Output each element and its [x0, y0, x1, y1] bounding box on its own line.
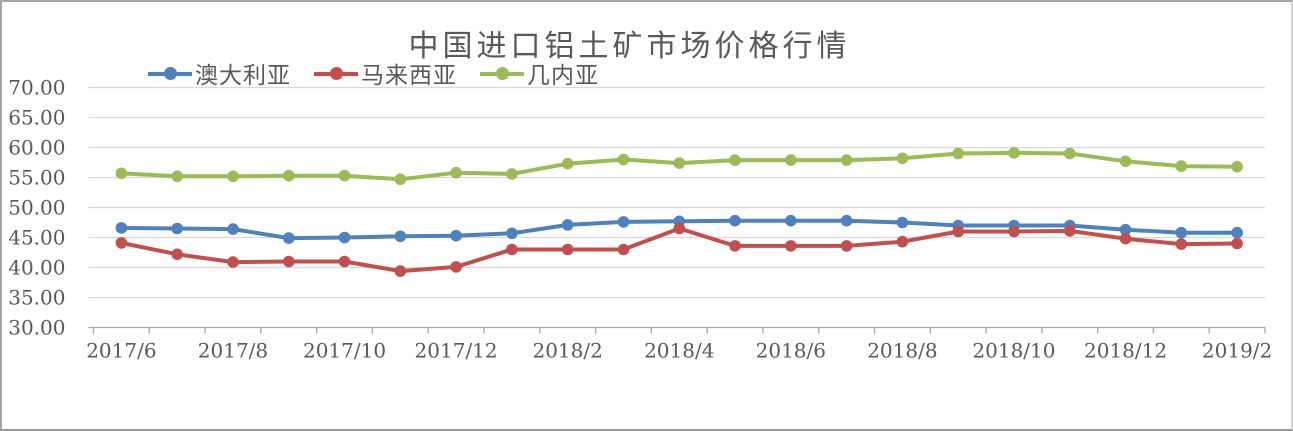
data-point-marker: [283, 169, 295, 182]
y-tick-label: 55.00: [8, 166, 65, 190]
data-point-marker: [561, 157, 574, 170]
legend: 澳大利亚 马来西亚 几内亚: [148, 56, 599, 90]
data-point-marker: [1064, 225, 1076, 237]
data-point-marker: [561, 243, 574, 256]
data-point-marker: [952, 225, 964, 238]
data-point-marker: [227, 256, 239, 268]
data-point-marker: [1119, 232, 1132, 245]
x-tick-label: 2017/8: [198, 339, 268, 363]
data-point-marker: [1119, 155, 1132, 168]
x-tick-label: 2017/10: [303, 339, 386, 363]
data-point-marker: [115, 167, 128, 180]
data-point-marker: [785, 154, 797, 166]
data-point-marker: [1175, 238, 1188, 250]
data-point-marker: [561, 219, 574, 231]
y-tick-label: 50.00: [8, 196, 65, 220]
data-point-marker: [673, 222, 686, 235]
data-point-marker: [729, 154, 741, 166]
data-point-marker: [506, 168, 518, 180]
data-point-marker: [171, 170, 183, 183]
chart-title: 中国进口铝土矿市场价格行情: [408, 30, 851, 63]
data-point-marker: [1175, 160, 1188, 172]
legend-item-guinea: 几内亚: [480, 56, 599, 90]
y-tick-label: 65.00: [8, 106, 65, 130]
data-point-marker: [171, 222, 183, 235]
data-point-marker: [394, 230, 407, 243]
legend-item-malaysia: 马来西亚: [314, 56, 457, 90]
data-point-marker: [729, 240, 741, 252]
data-point-marker: [896, 152, 909, 165]
data-point-marker: [450, 261, 462, 273]
data-point-marker: [729, 214, 741, 227]
x-tick-label: 2018/10: [972, 339, 1055, 363]
legend-item-australia: 澳大利亚: [148, 56, 291, 90]
data-point-marker: [338, 169, 351, 182]
data-point-marker: [1231, 160, 1243, 173]
line-marker-icon: [314, 66, 358, 80]
data-point-marker: [227, 170, 239, 183]
data-point-marker: [617, 243, 630, 256]
x-tick-label: 2017/6: [86, 339, 156, 363]
data-point-marker: [673, 157, 686, 169]
x-tick-label: 2018/6: [756, 339, 826, 363]
data-point-marker: [840, 240, 853, 252]
data-point-marker: [1175, 226, 1188, 239]
legend-label: 马来西亚: [361, 62, 457, 88]
data-point-marker: [450, 166, 462, 179]
x-tick-label: 2018/2: [532, 339, 602, 363]
data-point-marker: [283, 232, 295, 244]
data-point-marker: [394, 265, 407, 277]
data-point-marker: [1064, 147, 1076, 160]
x-tick-label: 2018/8: [867, 339, 937, 363]
data-point-marker: [1231, 237, 1243, 250]
y-tick-label: 60.00: [8, 136, 65, 160]
y-tick-label: 35.00: [8, 286, 65, 310]
data-point-marker: [338, 255, 351, 268]
y-tick-label: 30.00: [8, 316, 65, 340]
data-point-marker: [617, 216, 630, 228]
line-marker-icon: [480, 66, 524, 80]
y-tick-label: 40.00: [8, 256, 65, 280]
data-point-marker: [840, 154, 853, 166]
data-point-marker: [896, 216, 909, 229]
data-point-marker: [1231, 226, 1243, 239]
data-point-marker: [115, 222, 128, 234]
data-point-marker: [506, 227, 518, 240]
data-point-marker: [338, 231, 351, 244]
legend-label: 几内亚: [527, 62, 599, 88]
line-marker-icon: [148, 66, 192, 80]
x-tick-label: 2018/12: [1084, 339, 1167, 363]
data-point-marker: [171, 248, 183, 261]
data-point-marker: [450, 229, 462, 242]
legend-label: 澳大利亚: [195, 62, 291, 88]
data-point-marker: [227, 223, 239, 235]
data-point-marker: [785, 214, 797, 227]
data-point-marker: [896, 235, 909, 248]
data-point-marker: [1008, 225, 1020, 238]
y-tick-label: 45.00: [8, 226, 65, 250]
data-point-marker: [952, 147, 964, 160]
y-tick-label: 70.00: [8, 76, 65, 100]
x-tick-label: 2017/12: [415, 339, 498, 363]
data-point-marker: [115, 237, 128, 249]
x-tick-label: 2019/2: [1202, 339, 1272, 363]
data-point-marker: [394, 173, 407, 186]
data-point-marker: [840, 214, 853, 227]
x-tick-label: 2018/4: [644, 339, 714, 363]
data-point-marker: [785, 240, 797, 252]
data-point-marker: [1008, 147, 1020, 159]
data-point-marker: [617, 153, 630, 166]
data-point-marker: [1119, 223, 1132, 236]
data-point-marker: [506, 243, 518, 256]
data-point-marker: [283, 255, 295, 268]
